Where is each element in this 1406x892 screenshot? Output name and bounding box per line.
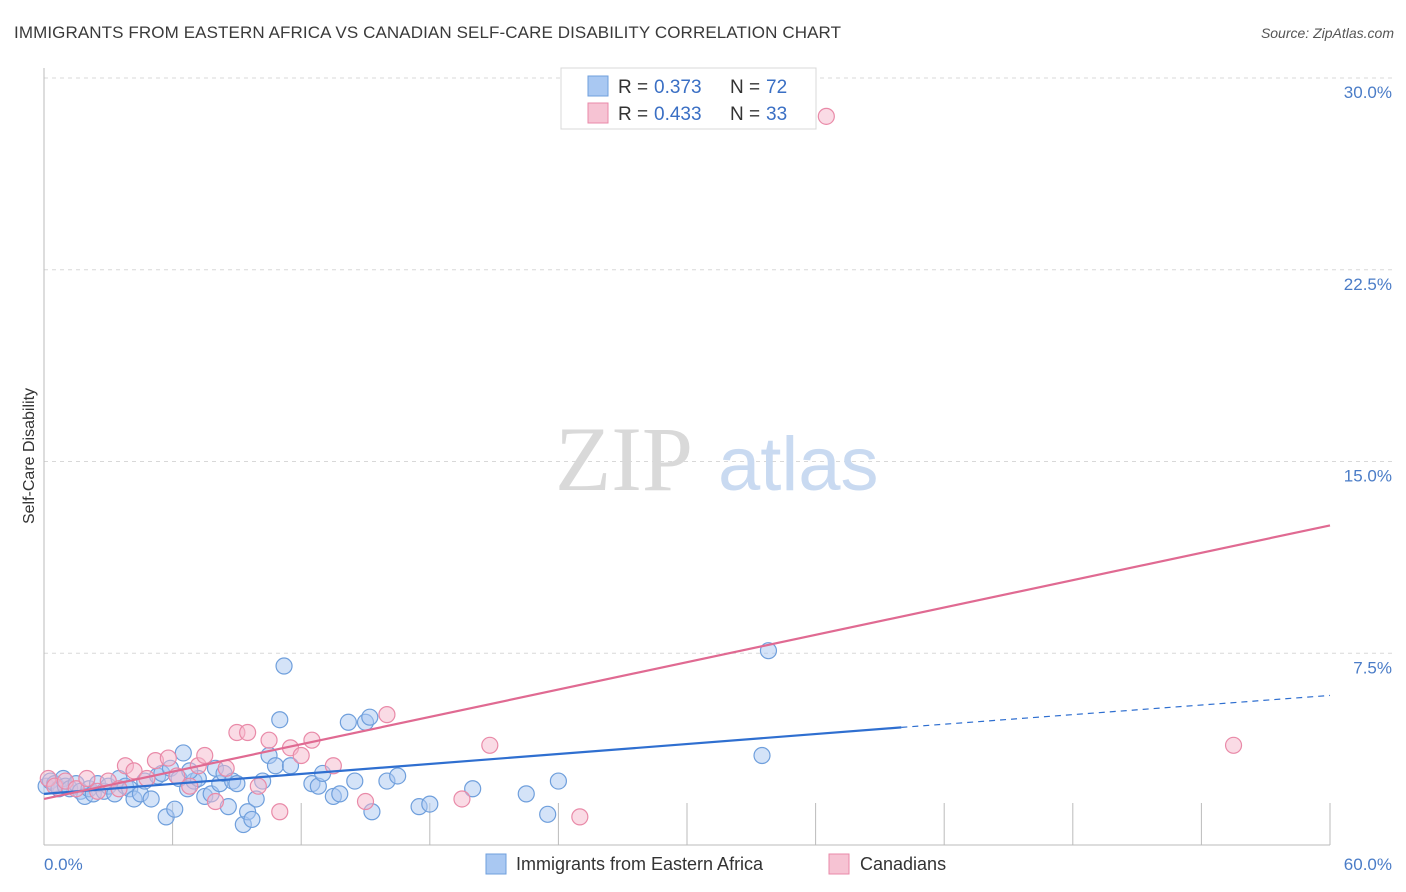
watermark-atlas: atlas <box>718 422 879 507</box>
legend-n-label-blue: N = <box>730 77 760 98</box>
legend-n-label-pink: N = <box>730 104 760 125</box>
point-blue-70 <box>549 772 568 790</box>
legend-bottom-label-blue: Immigrants from Eastern Africa <box>516 854 764 874</box>
point-pink-14 <box>181 777 199 795</box>
legend-r-value-pink: 0.433 <box>654 104 702 125</box>
watermark-zip: ZIP <box>555 408 693 510</box>
y-tick-labels: 7.5% 15.0% 22.5% 30.0% <box>1344 83 1392 677</box>
x-tick-labels: 0.0% 60.0% <box>44 855 1392 874</box>
point-blue-64 <box>421 795 439 813</box>
point-blue-59 <box>361 708 379 726</box>
point-pink-22 <box>260 731 278 749</box>
y-tick-label-3: 30.0% <box>1344 83 1392 102</box>
point-blue-49 <box>275 657 293 675</box>
legend-bottom-swatch-blue <box>485 853 507 875</box>
legend-top: R = 0.373 N = 72 R = 0.433 N = 33 <box>560 67 817 130</box>
point-blue-27 <box>166 800 184 818</box>
legend-swatch-blue <box>587 75 609 97</box>
trend-lines <box>43 524 1331 801</box>
y-tick-label-0: 7.5% <box>1353 658 1392 677</box>
point-blue-68 <box>753 746 771 765</box>
legend-r-label-pink: R = <box>618 104 648 125</box>
point-blue-48 <box>271 711 289 729</box>
y-tick-label-1: 15.0% <box>1344 467 1392 486</box>
grid-lines <box>44 77 1392 654</box>
scatter-points <box>37 107 1243 834</box>
point-blue-65 <box>464 780 482 798</box>
chart-source: Source: ZipAtlas.com <box>1260 25 1394 41</box>
x-tick-label-0: 0.0% <box>44 855 83 874</box>
point-pink-18 <box>217 759 235 777</box>
trend-line-blue-extension <box>901 694 1331 728</box>
trend-line-pink <box>43 524 1331 801</box>
legend-r-value-blue: 0.373 <box>654 77 702 98</box>
point-blue-67 <box>539 805 557 823</box>
point-blue-47 <box>266 757 285 775</box>
legend-bottom-label-pink: Canadians <box>860 854 946 874</box>
legend-bottom: Immigrants from Eastern Africa Canadians <box>485 853 946 875</box>
point-pink-29 <box>378 706 396 724</box>
chart-title: IMMIGRANTS FROM EASTERN AFRICA VS CANADI… <box>14 23 842 42</box>
point-pink-16 <box>196 746 214 765</box>
legend-n-value-pink: 33 <box>766 104 787 125</box>
point-pink-28 <box>356 792 375 811</box>
point-blue-62 <box>389 767 407 785</box>
point-pink-34 <box>1224 736 1243 754</box>
y-tick-label-2: 22.5% <box>1344 275 1392 294</box>
point-pink-20 <box>239 723 257 742</box>
point-blue-57 <box>346 772 364 790</box>
point-blue-56 <box>339 713 357 731</box>
point-pink-17 <box>206 792 225 811</box>
point-pink-12 <box>159 749 177 767</box>
point-pink-30 <box>453 790 471 808</box>
point-pink-23 <box>271 803 289 821</box>
point-blue-66 <box>517 785 535 803</box>
legend-bottom-swatch-pink <box>828 853 850 875</box>
point-blue-43 <box>243 810 261 829</box>
trend-line-blue <box>43 726 902 795</box>
point-pink-31 <box>481 736 499 754</box>
point-blue-29 <box>174 744 192 762</box>
legend-swatch-pink <box>587 102 609 124</box>
point-pink-4 <box>78 769 96 788</box>
point-blue-22 <box>142 790 160 808</box>
point-pink-25 <box>292 746 310 765</box>
legend-n-value-blue: 72 <box>766 77 787 98</box>
watermark: ZIP atlas <box>555 408 879 510</box>
y-axis-label: Self-Care Disability <box>21 388 38 524</box>
axes <box>43 68 1331 846</box>
point-pink-32 <box>571 808 589 826</box>
legend-r-label-blue: R = <box>618 77 648 98</box>
point-pink-33 <box>817 107 835 125</box>
point-blue-55 <box>331 785 349 803</box>
point-pink-27 <box>324 757 342 775</box>
point-pink-21 <box>249 777 267 795</box>
x-tick-label-1: 60.0% <box>1344 855 1392 874</box>
